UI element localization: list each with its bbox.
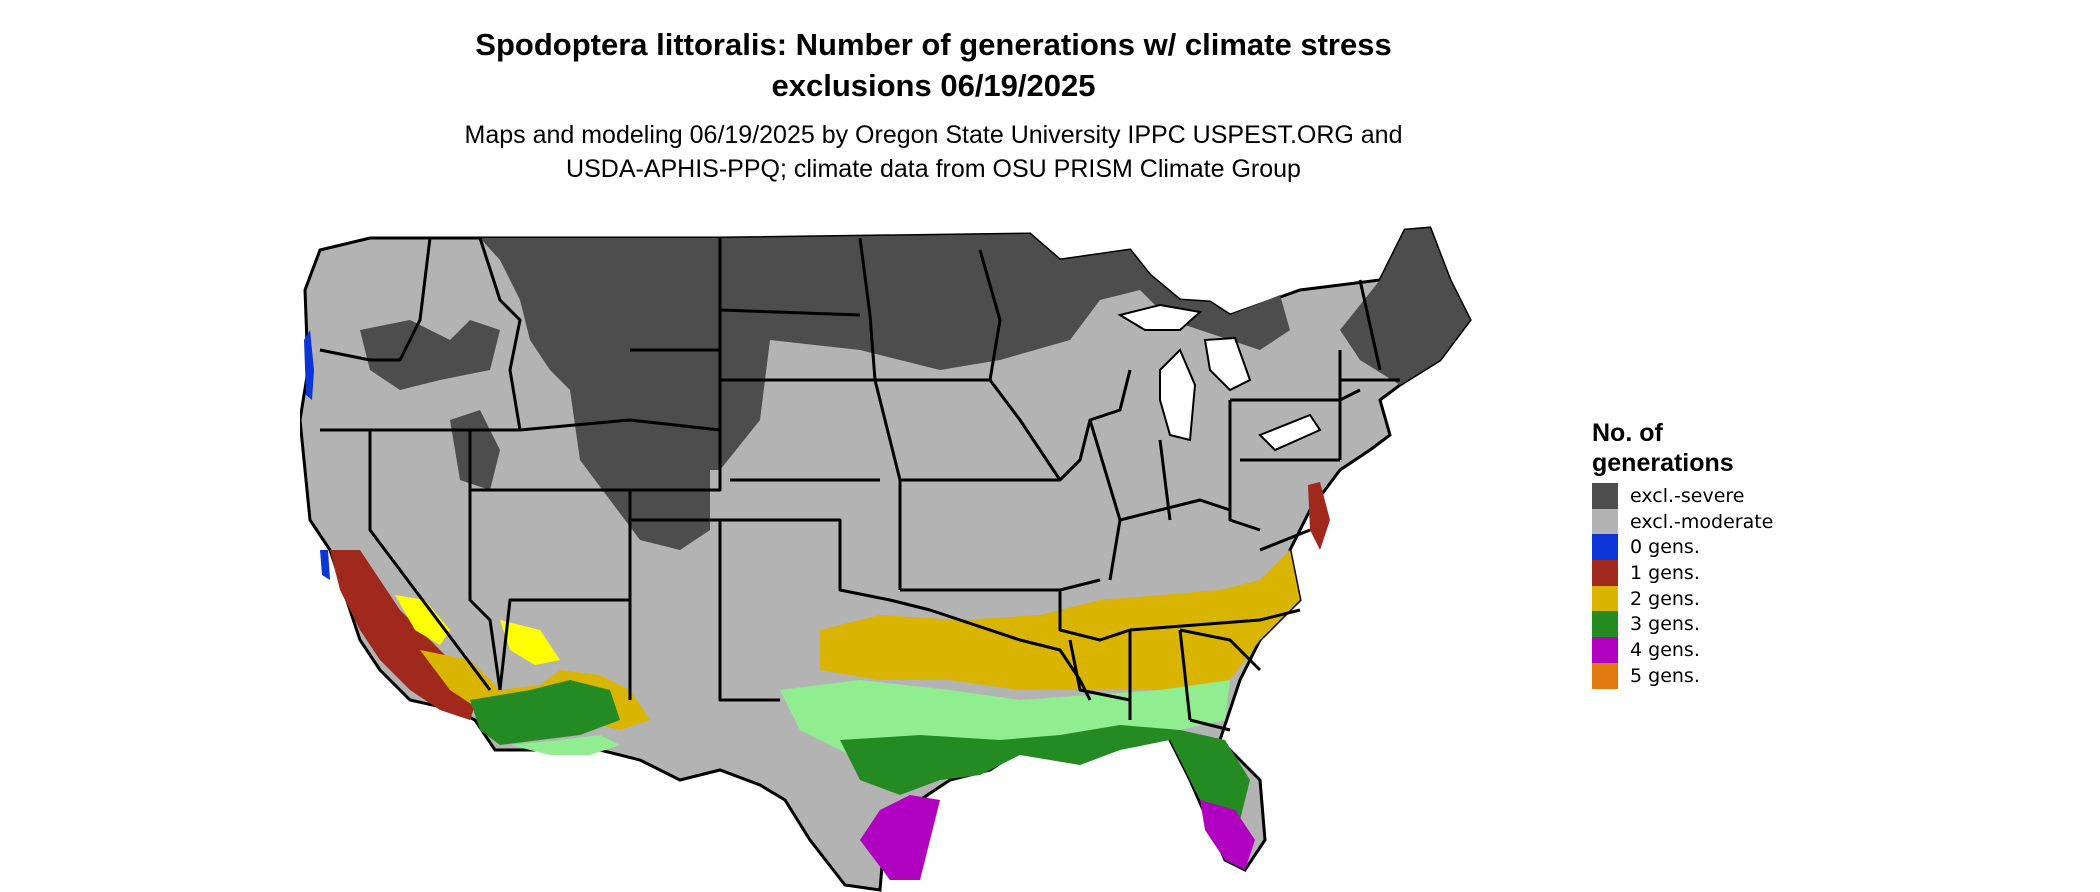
legend-item: 2 gens.: [1592, 585, 1773, 612]
legend-label: 0 gens.: [1630, 536, 1700, 559]
legend: No. of generations excl.-severe excl.-mod…: [1592, 418, 1773, 689]
legend-items: excl.-severe excl.-moderate 0 gens. 1 gens.…: [1592, 482, 1774, 689]
border-west-8: [498, 598, 630, 691]
legend-item: excl.-severe: [1592, 482, 1773, 509]
border-east-4: [1129, 608, 1301, 632]
legend-swatch: [1592, 662, 1618, 689]
map-title: Spodoptera littoralis: Number of generat…: [0, 24, 1867, 106]
border-mid-13: [1058, 590, 1131, 642]
region-3-gens-light-southwest: [510, 735, 620, 755]
region-2-gens-california: [395, 595, 560, 665]
legend-label: 1 gens.: [1630, 561, 1700, 584]
border-east-6: [1068, 639, 1131, 702]
border-west-6: [468, 490, 502, 691]
border-mid-6: [630, 518, 931, 612]
border-east-14: [1259, 528, 1311, 552]
legend-label: 4 gens.: [1630, 638, 1700, 661]
legend-label: 2 gens.: [1630, 587, 1700, 610]
legend-swatch: [1592, 534, 1618, 561]
border-mid-12: [929, 608, 1092, 701]
title-block: Spodoptera littoralis: Number of generat…: [0, 24, 1867, 186]
border-east-7: [1178, 629, 1192, 721]
region-1-gens-delmarva: [1308, 482, 1330, 550]
border-east-3: [1119, 498, 1231, 522]
border-east-8: [1189, 718, 1231, 732]
border-mid-14: [978, 249, 1002, 381]
map-title-line2: exclusions 06/19/2025: [771, 68, 1096, 103]
border-west-3: [470, 418, 721, 432]
border-east-9: [1179, 628, 1262, 672]
legend-label: 3 gens.: [1630, 613, 1700, 636]
region-3-gens-southwest: [470, 680, 620, 745]
legend-item: 4 gens.: [1592, 636, 1773, 663]
legend-label: excl.-moderate: [1630, 510, 1774, 533]
border-east-11: [1228, 400, 1261, 532]
border-west-5: [368, 430, 492, 691]
state-borders: [319, 237, 1400, 732]
region-3-gens: [840, 725, 1250, 820]
map-title-line1: Spodoptera littoralis: Number of generat…: [475, 27, 1392, 62]
legend-swatch: [1592, 559, 1618, 586]
legend-swatch: [1592, 508, 1618, 535]
legend-item: 1 gens.: [1592, 559, 1773, 586]
legend-swatch: [1592, 482, 1618, 509]
region-excl-severe-north: [480, 234, 1290, 470]
legend-item: 3 gens.: [1592, 611, 1773, 638]
legend-label: 5 gens.: [1630, 664, 1700, 687]
border-west-4: [478, 237, 522, 431]
legend-title: No. of generations: [1592, 418, 1773, 478]
border-east-10: [1158, 439, 1172, 521]
region-0-gens-west-coast: [304, 330, 330, 580]
border-mid-1: [630, 348, 722, 492]
us-generations-map: [300, 226, 1472, 892]
legend-item: excl.-moderate: [1592, 508, 1774, 535]
legend-swatch: [1592, 585, 1618, 612]
border-mid-3: [719, 308, 861, 317]
map-subtitle: Maps and modeling 06/19/2025 by Oregon S…: [0, 118, 1867, 186]
region-excl-severe-west: [360, 320, 500, 390]
map-subtitle-line1: Maps and modeling 06/19/2025 by Oregon S…: [464, 121, 1403, 149]
legend-title-line2: generations: [1592, 449, 1734, 477]
region-excl-severe-northeast: [1340, 228, 1470, 385]
border-east-16: [1358, 279, 1382, 371]
region-4-gens-florida: [1200, 800, 1255, 870]
border-west-1: [319, 237, 432, 362]
border-mid-7: [718, 520, 780, 702]
border-mid-9: [875, 378, 1062, 481]
legend-swatch: [1592, 636, 1618, 663]
map-subtitle-line2: USDA-APHIS-PPQ; climate data from OSU PR…: [566, 155, 1301, 183]
great-lakes: [1117, 303, 1322, 452]
legend-title-line1: No. of: [1592, 419, 1663, 447]
legend-label: excl.-severe: [1630, 484, 1745, 507]
legend-item: 5 gens.: [1592, 662, 1773, 689]
legend-item: 0 gens.: [1592, 534, 1773, 561]
region-4-gens-texas: [860, 795, 940, 880]
legend-swatch: [1592, 611, 1618, 638]
